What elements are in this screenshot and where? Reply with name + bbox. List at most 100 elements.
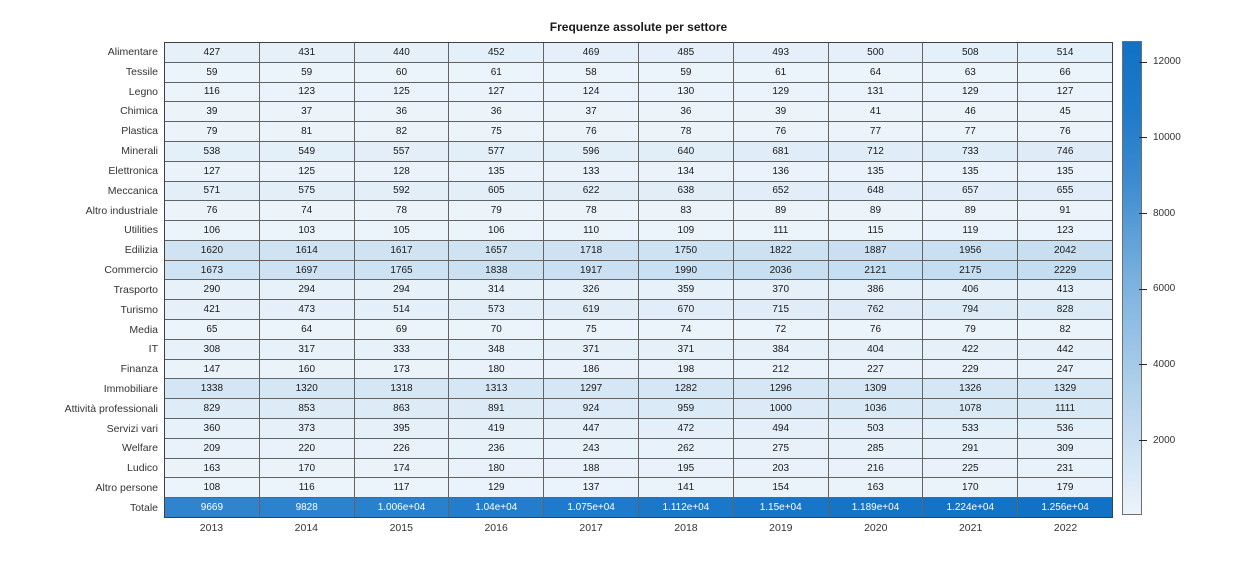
heatmap-cell: 105 [354, 221, 449, 240]
heatmap-cell: 79 [449, 201, 544, 221]
heatmap-cell: 123 [259, 82, 354, 102]
heatmap-cell: 163 [165, 458, 259, 478]
heatmap-cell: 180 [449, 359, 544, 379]
colorbar-tick-label: 8000 [1153, 207, 1176, 219]
heatmap-cell: 712 [828, 141, 923, 161]
heatmap-cell: 2121 [828, 260, 923, 280]
heatmap-cell: 64 [828, 62, 923, 82]
heatmap-cell: 1320 [259, 379, 354, 399]
heatmap-cell: 333 [354, 339, 449, 359]
heatmap-cell: 469 [544, 43, 638, 62]
heatmap-cell: 170 [923, 478, 1018, 498]
heatmap-cell: 359 [639, 280, 733, 300]
row-label: Tessile [125, 65, 158, 78]
heatmap-cell: 863 [354, 399, 449, 419]
heatmap-cell: 447 [544, 419, 638, 438]
heatmap-cell: 1000 [733, 399, 828, 419]
heatmap-cell: 76 [165, 201, 259, 221]
row-label: Minerali [121, 145, 158, 158]
heatmap-cell: 59 [259, 62, 354, 82]
heatmap-cell: 1326 [923, 379, 1018, 399]
heatmap-cell: 326 [544, 280, 638, 300]
heatmap-cell: 137 [544, 478, 638, 498]
heatmap-cell: 294 [259, 280, 354, 300]
row-label: IT [148, 343, 158, 356]
colorbar-tick-label: 4000 [1153, 358, 1176, 370]
colorbar-tick [1139, 364, 1147, 366]
heatmap-cell: 247 [1018, 359, 1112, 379]
heatmap-cell: 91 [1018, 201, 1112, 221]
row-label: Ludico [127, 462, 158, 475]
heatmap-cell: 421 [165, 300, 259, 320]
heatmap-cell: 70 [449, 320, 544, 339]
heatmap-cell: 117 [354, 478, 449, 498]
heatmap-cell: 924 [544, 399, 638, 419]
colorbar-tick [1139, 288, 1147, 290]
heatmap-cell: 89 [923, 201, 1018, 221]
heatmap-cell: 108 [165, 478, 259, 498]
heatmap-cell: 2175 [923, 260, 1018, 280]
colorbar-tick-label: 12000 [1153, 56, 1181, 68]
x-axis-label: 2014 [294, 522, 319, 534]
row-label: Alimentare [107, 45, 158, 58]
x-axis-label: 2019 [769, 522, 793, 534]
heatmap-cell: 829 [165, 399, 259, 419]
heatmap-cell: 179 [1018, 478, 1112, 498]
y-axis-labels: Alimentare Tessile Legno Chimica Plastica Min… [0, 42, 158, 518]
heatmap-cell: 39 [733, 102, 828, 122]
heatmap-cell: 125 [354, 82, 449, 102]
heatmap-cell: 1297 [544, 379, 638, 399]
heatmap-cell: 1.189e+04 [828, 498, 923, 517]
heatmap-cell: 64 [259, 320, 354, 339]
heatmap-cell: 58 [544, 62, 638, 82]
heatmap-cell: 212 [733, 359, 828, 379]
heatmap-cell: 74 [259, 201, 354, 221]
heatmap-grid: 427 431 440 452 469 485 493 500 508 514 59 59 60 61 58… [164, 42, 1113, 518]
heatmap-cell: 131 [828, 82, 923, 102]
heatmap-cell: 1617 [354, 240, 449, 260]
x-axis-label: 2017 [579, 522, 603, 534]
heatmap-cell: 77 [923, 122, 1018, 141]
heatmap-cell: 419 [449, 419, 544, 438]
heatmap-cell: 294 [354, 280, 449, 300]
heatmap-cell: 605 [449, 181, 544, 201]
heatmap-cell: 500 [828, 43, 923, 62]
heatmap-cell: 536 [1018, 419, 1112, 438]
colorbar-tick [1139, 137, 1147, 139]
heatmap-cell: 2229 [1018, 260, 1112, 280]
heatmap-cell: 427 [165, 43, 259, 62]
heatmap-cell: 2042 [1018, 240, 1112, 260]
heatmap-cell: 216 [828, 458, 923, 478]
row-label: Attività professionali [64, 402, 158, 415]
heatmap-cell: 46 [923, 102, 1018, 122]
heatmap-cell: 79 [923, 320, 1018, 339]
heatmap-cell: 638 [639, 181, 733, 201]
heatmap-cell: 129 [449, 478, 544, 498]
heatmap-cell: 1838 [449, 260, 544, 280]
heatmap-cell: 891 [449, 399, 544, 419]
heatmap-cell: 226 [354, 438, 449, 458]
heatmap-cell: 360 [165, 419, 259, 438]
heatmap-cell: 577 [449, 141, 544, 161]
x-axis-labels: 2013 2014 2015 2016 2017 2018 2019 2020 2021 2022 [164, 522, 1113, 534]
heatmap-cell: 170 [259, 458, 354, 478]
heatmap-cell: 83 [639, 201, 733, 221]
heatmap-cell: 619 [544, 300, 638, 320]
heatmap-cell: 72 [733, 320, 828, 339]
heatmap-cell: 291 [923, 438, 1018, 458]
heatmap-cell: 65 [165, 320, 259, 339]
heatmap-cell: 174 [354, 458, 449, 478]
heatmap-cell: 533 [923, 419, 1018, 438]
heatmap-cell: 640 [639, 141, 733, 161]
heatmap-cell: 203 [733, 458, 828, 478]
heatmap-cell: 670 [639, 300, 733, 320]
heatmap-cell: 209 [165, 438, 259, 458]
heatmap-cell: 370 [733, 280, 828, 300]
heatmap-cell: 1.112e+04 [639, 498, 733, 517]
heatmap-cell: 116 [259, 478, 354, 498]
heatmap-cell: 123 [1018, 221, 1112, 240]
heatmap-cell: 596 [544, 141, 638, 161]
heatmap-cell: 116 [165, 82, 259, 102]
heatmap-cell: 243 [544, 438, 638, 458]
heatmap-cell: 106 [449, 221, 544, 240]
